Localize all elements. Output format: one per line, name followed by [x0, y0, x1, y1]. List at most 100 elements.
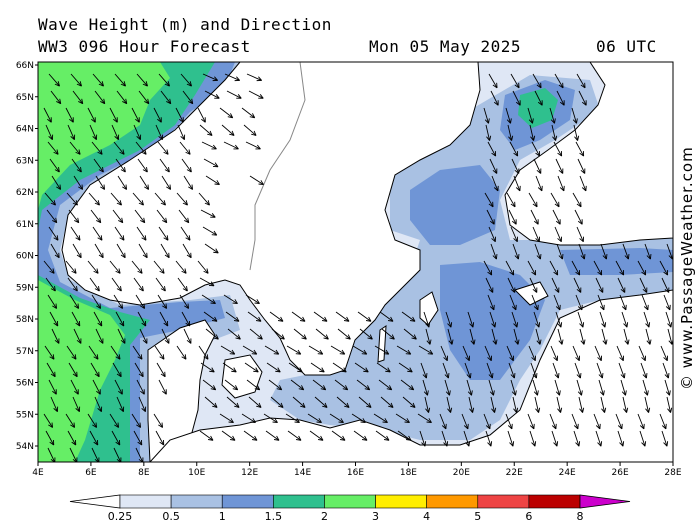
wave-arrow	[158, 226, 169, 241]
wave-arrow	[485, 277, 494, 293]
wave-arrow	[138, 243, 148, 259]
wave-arrow	[417, 413, 432, 424]
wave-arrow	[315, 328, 329, 340]
colorbar-label: 0.5	[162, 510, 180, 523]
wave-arrow	[486, 362, 494, 379]
wave-arrow	[553, 294, 561, 311]
wave-arrow	[508, 209, 517, 225]
wave-arrow	[136, 379, 145, 395]
wave-arrow	[181, 311, 191, 327]
wave-arrow	[113, 294, 124, 309]
wave-arrow	[135, 294, 146, 309]
wave-arrow	[637, 260, 647, 276]
wave-arrow	[488, 379, 495, 396]
lon-tick-label: 14E	[294, 468, 311, 478]
wave-arrow	[530, 209, 539, 225]
wave-arrow	[111, 277, 122, 292]
wave-arrow	[531, 294, 539, 311]
wave-arrow	[660, 345, 668, 362]
wave-arrow	[202, 379, 217, 391]
colorbar: 0.25 0.5 1 1.5 2 3 4 5 6 8	[69, 494, 631, 523]
wave-arrow	[94, 90, 106, 105]
wave-arrow	[88, 192, 100, 206]
colorbar-min-arrow	[69, 494, 121, 509]
wave-arrow	[114, 226, 125, 241]
wave-arrow	[157, 141, 169, 155]
wave-arrow	[139, 175, 150, 190]
wave-arrow	[45, 277, 56, 292]
wave-arrow	[109, 107, 118, 123]
wave-arrow	[623, 328, 630, 345]
wave-arrow	[468, 396, 475, 413]
wave-arrow	[505, 413, 513, 430]
wave-arrow	[532, 379, 539, 396]
wave-arrow	[595, 430, 603, 447]
wave-arrow	[136, 73, 148, 87]
wave-arrow	[312, 379, 327, 391]
wave-arrow	[43, 107, 52, 123]
colorbar-label: 0.25	[108, 510, 133, 523]
wave-arrow	[375, 430, 390, 441]
map-area	[38, 62, 673, 462]
colorbar-label: 2	[321, 510, 328, 523]
wave-arrow	[485, 124, 492, 141]
wave-arrow	[397, 430, 412, 441]
wave-arrow	[155, 430, 165, 446]
wave-arrow	[555, 158, 564, 174]
colorbar-label: 8	[577, 510, 584, 523]
wave-arrow	[47, 141, 59, 155]
wave-arrow	[227, 328, 241, 340]
colorbar-segment	[477, 494, 530, 509]
wave-arrow	[489, 158, 498, 174]
lon-tick-label: 26E	[612, 468, 629, 478]
wave-arrow	[576, 226, 584, 243]
colorbar-label: 1.5	[265, 510, 283, 523]
wave-arrow	[175, 107, 184, 123]
wave-arrow	[529, 277, 538, 293]
wave-arrow	[507, 277, 516, 293]
lon-tick-label: 12E	[241, 468, 258, 478]
wave-arrow	[66, 345, 77, 360]
wave-arrow	[466, 379, 473, 396]
wave-arrow	[49, 311, 59, 327]
wave-arrow	[439, 413, 447, 430]
wave-arrow	[114, 379, 123, 395]
wave-arrow	[176, 345, 187, 360]
lat-tick-label: 61N	[16, 220, 34, 230]
wave-arrow	[183, 328, 192, 344]
wave-arrow	[483, 260, 493, 276]
wave-arrow	[398, 362, 413, 373]
wave-arrow	[579, 175, 587, 192]
colorbar-segment	[375, 494, 427, 509]
wave-arrow	[87, 260, 99, 274]
wave-arrow	[309, 430, 324, 441]
lat-tick-label: 58N	[16, 315, 34, 325]
land-gotland	[419, 291, 439, 326]
wave-arrow	[577, 311, 585, 328]
wave-arrow	[378, 379, 393, 391]
wave-arrow	[249, 175, 264, 186]
wave-arrow	[506, 345, 514, 362]
wave-arrow	[90, 362, 100, 378]
wave-arrow	[133, 430, 143, 446]
wave-arrow	[287, 430, 302, 441]
wave-arrow	[330, 345, 346, 355]
wave-arrow	[48, 226, 59, 241]
wave-arrow	[666, 396, 673, 413]
wave-arrow	[156, 209, 168, 224]
wave-arrow	[67, 277, 78, 292]
colorbar-label: 1	[219, 510, 226, 523]
wave-arrow	[620, 379, 627, 396]
wave-arrow	[485, 430, 493, 447]
wave-arrow	[109, 413, 120, 428]
wave-arrow	[513, 175, 521, 192]
wave-arrow	[507, 430, 515, 447]
wave-arrow	[110, 345, 121, 360]
wave-arrow	[401, 311, 416, 322]
wave-arrow	[511, 158, 520, 174]
wave-arrow	[92, 379, 101, 395]
wave-arrow	[556, 396, 563, 413]
wave-arrow	[132, 192, 144, 206]
wave-arrow	[549, 107, 556, 124]
wave-arrow	[531, 141, 541, 157]
